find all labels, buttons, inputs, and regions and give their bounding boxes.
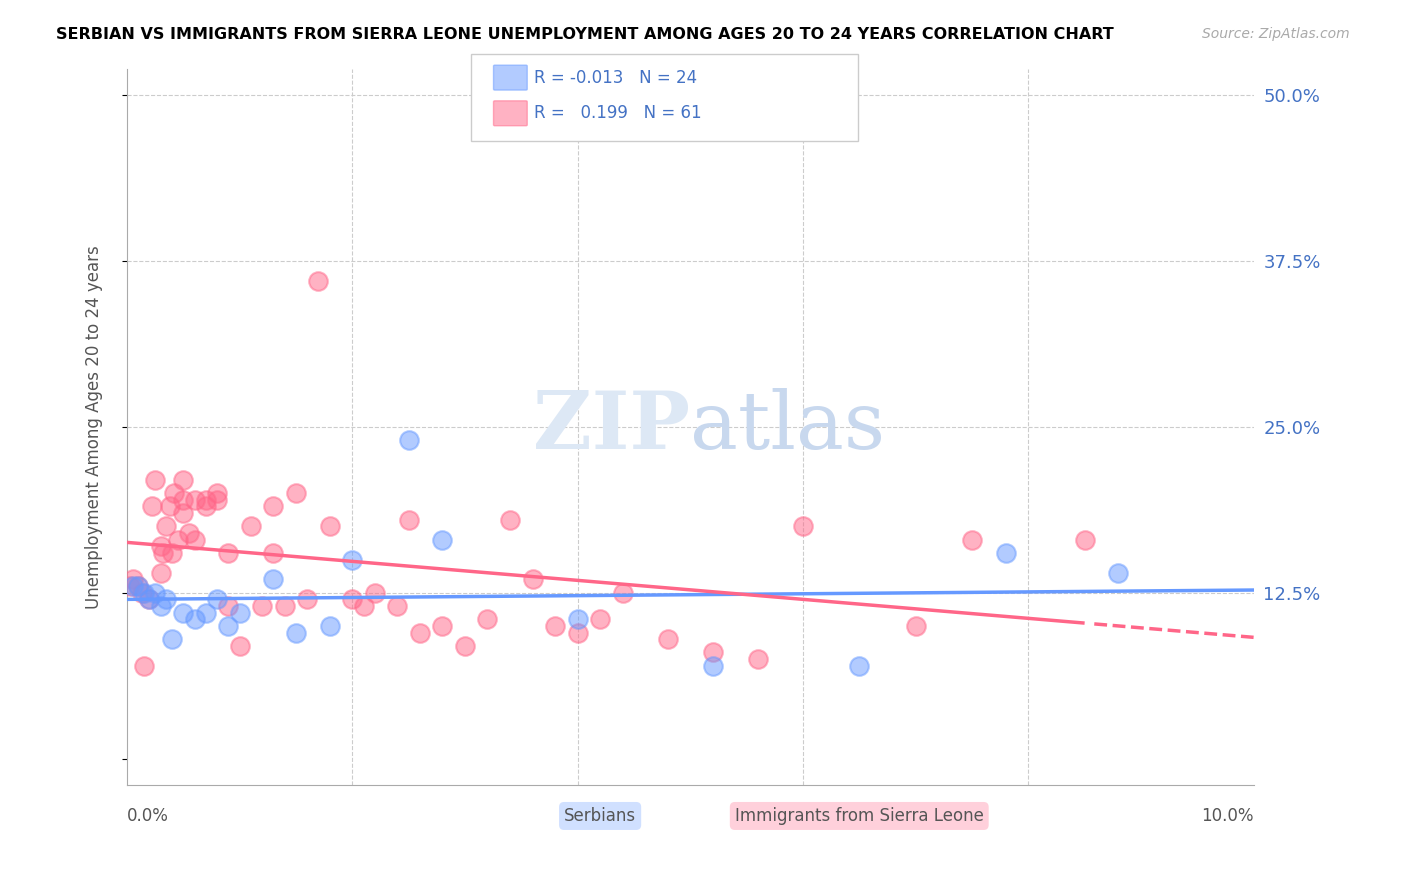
Point bbox=[477, 612, 499, 626]
Point bbox=[364, 585, 387, 599]
Point bbox=[284, 625, 307, 640]
Point bbox=[127, 579, 149, 593]
Point bbox=[432, 619, 454, 633]
Point bbox=[319, 519, 342, 533]
Point bbox=[239, 519, 262, 533]
Point bbox=[228, 606, 250, 620]
Point bbox=[155, 519, 177, 533]
Point bbox=[295, 592, 318, 607]
Point bbox=[262, 546, 284, 560]
Point bbox=[194, 492, 217, 507]
Point bbox=[159, 500, 181, 514]
Point bbox=[273, 599, 295, 613]
Point bbox=[149, 599, 172, 613]
Y-axis label: Unemployment Among Ages 20 to 24 years: Unemployment Among Ages 20 to 24 years bbox=[86, 245, 103, 608]
Text: Source: ZipAtlas.com: Source: ZipAtlas.com bbox=[1202, 27, 1350, 41]
Point bbox=[1073, 533, 1095, 547]
Point bbox=[499, 513, 522, 527]
Text: 10.0%: 10.0% bbox=[1201, 807, 1254, 825]
Point bbox=[131, 585, 153, 599]
Text: R = -0.013   N = 24: R = -0.013 N = 24 bbox=[534, 69, 697, 87]
Point bbox=[262, 573, 284, 587]
Point bbox=[307, 274, 329, 288]
Point bbox=[567, 625, 589, 640]
Point bbox=[432, 533, 454, 547]
Point bbox=[284, 486, 307, 500]
Point bbox=[172, 606, 194, 620]
Point bbox=[353, 599, 375, 613]
Point bbox=[138, 592, 160, 607]
Point bbox=[138, 592, 160, 607]
Text: 0.0%: 0.0% bbox=[127, 807, 169, 825]
Point bbox=[1107, 566, 1129, 580]
Point bbox=[387, 599, 409, 613]
Point bbox=[567, 612, 589, 626]
Point bbox=[904, 619, 927, 633]
Point bbox=[262, 500, 284, 514]
Point bbox=[155, 592, 177, 607]
Point bbox=[205, 486, 228, 500]
Point bbox=[172, 506, 194, 520]
Point bbox=[342, 552, 364, 566]
Text: R =   0.199   N = 61: R = 0.199 N = 61 bbox=[534, 104, 702, 122]
Text: Immigrants from Sierra Leone: Immigrants from Sierra Leone bbox=[735, 807, 984, 825]
Point bbox=[194, 606, 217, 620]
Point bbox=[702, 658, 724, 673]
Point bbox=[120, 579, 142, 593]
Point bbox=[205, 592, 228, 607]
Point bbox=[589, 612, 612, 626]
Point bbox=[319, 619, 342, 633]
Point bbox=[544, 619, 567, 633]
Point bbox=[217, 546, 239, 560]
Point bbox=[143, 473, 166, 487]
Point bbox=[183, 492, 205, 507]
Point bbox=[160, 546, 183, 560]
Point bbox=[228, 639, 250, 653]
Point bbox=[172, 473, 194, 487]
Point bbox=[398, 433, 420, 447]
Point bbox=[152, 546, 174, 560]
Point bbox=[141, 500, 163, 514]
Point bbox=[522, 573, 544, 587]
Point bbox=[250, 599, 273, 613]
Point bbox=[132, 658, 155, 673]
Point bbox=[143, 585, 166, 599]
Point bbox=[792, 519, 814, 533]
Point bbox=[217, 619, 239, 633]
Point bbox=[612, 585, 634, 599]
Point bbox=[160, 632, 183, 647]
Point bbox=[398, 513, 420, 527]
Point bbox=[217, 599, 239, 613]
Point bbox=[657, 632, 679, 647]
Point bbox=[994, 546, 1017, 560]
Point bbox=[205, 492, 228, 507]
Text: SERBIAN VS IMMIGRANTS FROM SIERRA LEONE UNEMPLOYMENT AMONG AGES 20 TO 24 YEARS C: SERBIAN VS IMMIGRANTS FROM SIERRA LEONE … bbox=[56, 27, 1114, 42]
Text: atlas: atlas bbox=[690, 388, 886, 466]
Point bbox=[183, 533, 205, 547]
Point bbox=[172, 492, 194, 507]
Point bbox=[342, 592, 364, 607]
Point bbox=[960, 533, 983, 547]
Point bbox=[127, 579, 149, 593]
Point bbox=[132, 585, 155, 599]
Point bbox=[166, 533, 188, 547]
Text: ZIP: ZIP bbox=[533, 388, 690, 466]
Text: Serbians: Serbians bbox=[564, 807, 636, 825]
Point bbox=[194, 500, 217, 514]
Point bbox=[177, 526, 200, 541]
Point bbox=[121, 573, 143, 587]
Point bbox=[848, 658, 870, 673]
Point bbox=[149, 566, 172, 580]
Point bbox=[163, 486, 186, 500]
Point bbox=[747, 652, 769, 666]
Point bbox=[183, 612, 205, 626]
Point bbox=[121, 579, 143, 593]
Point bbox=[409, 625, 432, 640]
Point bbox=[149, 539, 172, 553]
Point bbox=[702, 645, 724, 659]
Point bbox=[454, 639, 477, 653]
